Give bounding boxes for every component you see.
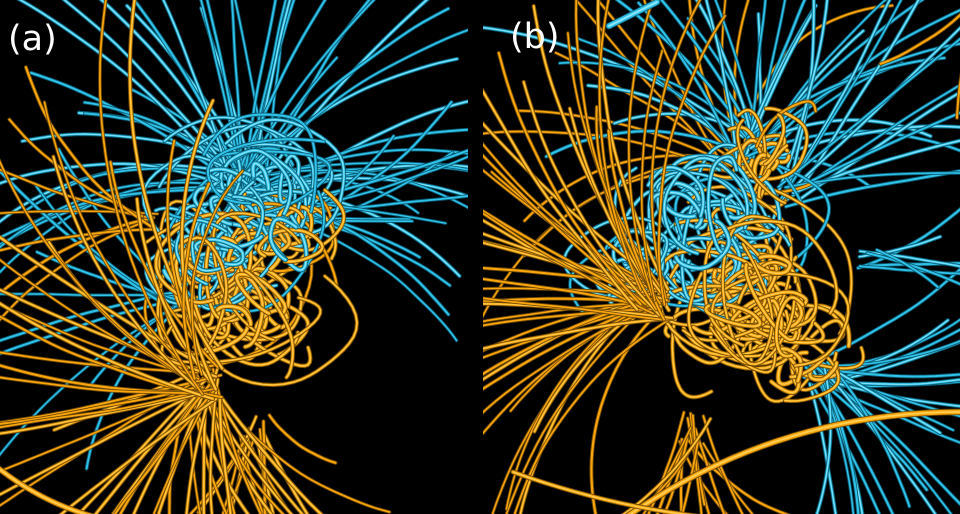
- panel-a: (a): [0, 0, 468, 514]
- fieldlines-canvas-b: [483, 0, 960, 514]
- panel-divider: [468, 0, 483, 514]
- panel-a-label: (a): [8, 19, 57, 59]
- fieldlines-canvas-a: [0, 0, 468, 514]
- panel-b: (b): [483, 0, 960, 514]
- panel-b-label: (b): [510, 17, 560, 57]
